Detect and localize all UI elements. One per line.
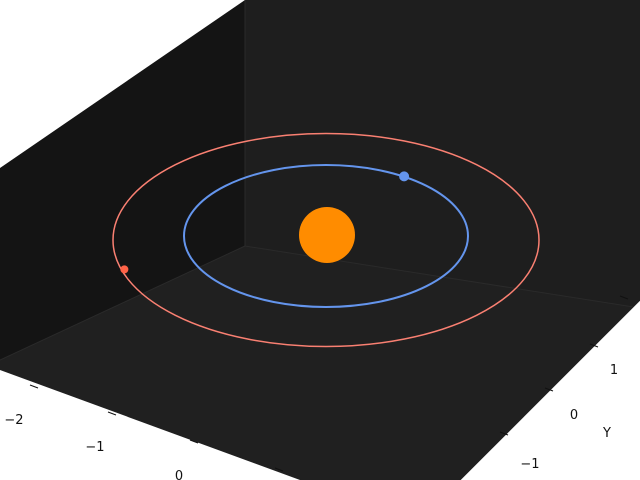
floor-pane [0,246,640,480]
y-axis: 1 0 −1 Y [499,295,629,472]
y-tick [619,295,629,300]
y-tick-label: 1 [610,363,618,378]
back-left-pane [0,0,245,360]
outer-orbit [112,132,540,348]
y-tick [499,431,509,436]
x-tick-label: −2 [4,413,23,428]
y-tick [544,387,554,392]
x-axis: −2 −1 0 [4,384,284,480]
x-tick [189,439,199,444]
bodies-group [120,171,410,274]
inner-orbit [183,164,469,308]
y-tick [589,343,599,348]
outer-planet-point [120,265,129,274]
x-tick-label: 0 [175,469,183,480]
y-axis-title: Y [602,426,611,441]
x-tick [29,384,39,389]
x-tick-label: −1 [85,440,104,455]
orbits-group [112,132,540,348]
background-bottom-left [0,370,300,480]
x-tick [107,411,117,416]
y-tick-label: −1 [520,457,539,472]
inner-planet-point [399,171,410,182]
pane-edge [0,245,246,361]
y-tick-label: 0 [570,408,578,423]
sun-point [299,207,355,263]
x-tick [274,467,284,472]
